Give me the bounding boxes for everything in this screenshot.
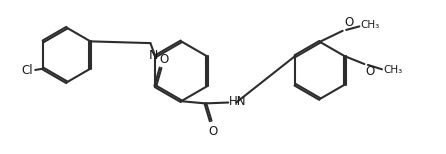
Text: O: O — [344, 16, 353, 29]
Text: O: O — [366, 65, 375, 78]
Text: N: N — [149, 49, 158, 62]
Text: O: O — [159, 53, 168, 66]
Text: CH₃: CH₃ — [383, 65, 403, 75]
Text: HN: HN — [229, 95, 247, 108]
Text: CH₃: CH₃ — [361, 20, 380, 30]
Text: Cl: Cl — [22, 64, 33, 77]
Text: O: O — [208, 125, 218, 138]
